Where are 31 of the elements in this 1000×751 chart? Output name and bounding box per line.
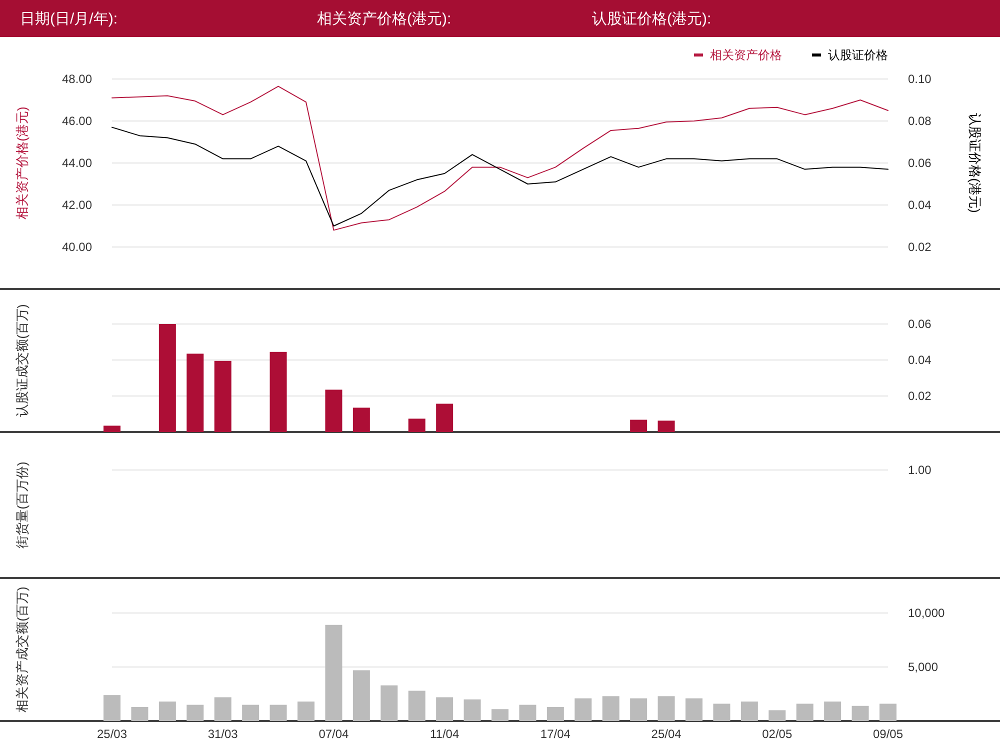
y-tick-label: 5,000	[908, 660, 938, 674]
x-tick-label: 31/03	[208, 727, 238, 741]
text: 1.00	[908, 463, 932, 477]
y2-tick-label: 0.10	[908, 72, 932, 86]
y-tick-label: 44.00	[62, 156, 92, 170]
y2-tick-label: 0.08	[908, 114, 932, 128]
y-axis-title: 相关资产价格(港元)	[14, 106, 30, 220]
legend-label: 相关资产价格	[710, 48, 782, 62]
x-tick-label: 17/04	[540, 727, 571, 741]
x-tick-label: 07/04	[318, 727, 350, 741]
y-tick-label: 10,000	[908, 606, 946, 620]
y-axis-title: 相关资产成交额(百万)	[14, 586, 30, 712]
y-tick-label: 0.04	[908, 353, 932, 367]
y-tick-label: 42.00	[62, 198, 92, 212]
y-tick-label: 0.02	[908, 389, 932, 403]
y-axis-title: 认股证成交额(百万)	[14, 304, 30, 417]
y-axis-title: 街货量(百万份)	[14, 462, 30, 548]
x-tick-label: 25/03	[96, 727, 128, 741]
y-tick-label: 48.00	[62, 72, 92, 86]
text: 认股证价格(港元):	[592, 10, 712, 28]
text: 日期(日/月/年):	[20, 10, 118, 28]
text: 相关资产价格(港元):	[317, 10, 452, 28]
x-tick-label: 25/04	[651, 727, 682, 741]
y-tick-label: 46.00	[62, 114, 92, 128]
x-tick-label: 02/05	[762, 727, 792, 741]
x-tick-label: 09/05	[872, 727, 904, 741]
x-tick-label: 11/04	[430, 727, 460, 741]
y-tick-label: 40.00	[62, 240, 92, 254]
y2-axis-title: 认股证价格(港元)	[968, 113, 982, 213]
y-tick-label: 0.06	[908, 317, 932, 331]
legend-label: 认股证价格	[828, 48, 888, 62]
